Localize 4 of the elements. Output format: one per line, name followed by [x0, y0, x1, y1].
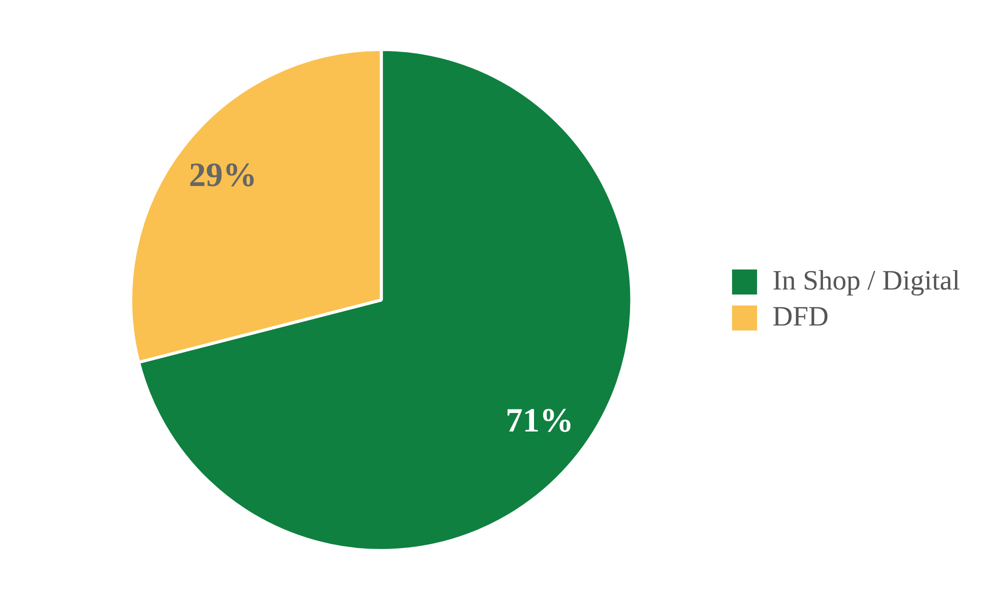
data-label: 71% — [506, 402, 574, 440]
legend-label: In Shop / Digital — [772, 265, 960, 296]
legend-label: DFD — [772, 301, 829, 332]
data-label: 29% — [188, 156, 257, 194]
